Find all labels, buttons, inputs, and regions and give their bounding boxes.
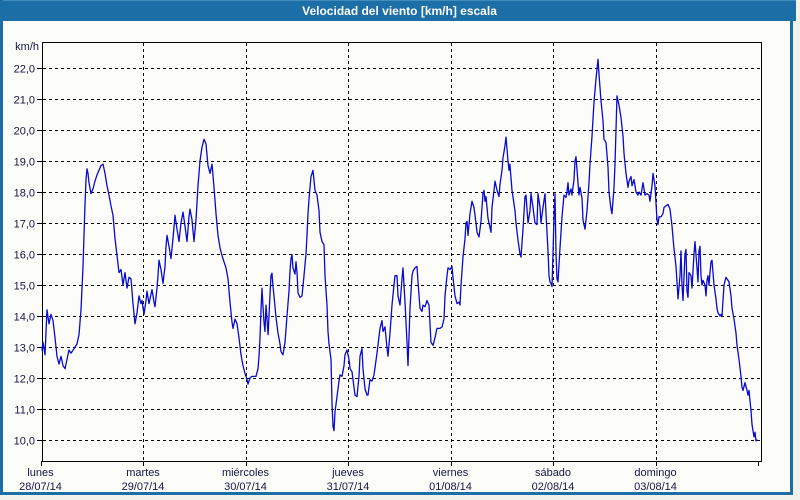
day-date-label: 01/08/14: [429, 481, 472, 493]
svg-text:22,0: 22,0: [14, 64, 35, 76]
svg-text:12,0: 12,0: [14, 374, 35, 386]
day-date-label: 30/07/14: [224, 481, 267, 493]
day-name-label: martes: [126, 467, 160, 479]
chart-title: Velocidad del viento [km/h] escala: [302, 4, 497, 18]
y-gridlines-and-labels: 22,0 21,0 20,0 19,0 18,0 17,0 16,0 15,0 14,0 13,0…: [14, 64, 761, 448]
svg-text:19,0: 19,0: [14, 157, 35, 169]
day-name-label: sábado: [535, 467, 571, 479]
day-date-label: 03/08/14: [634, 481, 677, 493]
plot-border: [42, 42, 762, 462]
svg-text:18,0: 18,0: [14, 188, 35, 200]
day-name-label: miércoles: [222, 467, 270, 479]
window-titlebar: Velocidad del viento [km/h] escala: [3, 0, 796, 21]
svg-text:20,0: 20,0: [14, 126, 35, 138]
svg-text:16,0: 16,0: [14, 250, 35, 262]
day-name-label: viernes: [433, 467, 469, 479]
day-name-label: lunes: [27, 467, 54, 479]
day-name-label: jueves: [331, 467, 364, 479]
day-date-label: 29/07/14: [122, 481, 165, 493]
day-name-label: domingo: [634, 467, 676, 479]
svg-text:15,0: 15,0: [14, 281, 35, 293]
svg-text:10,0: 10,0: [14, 436, 35, 448]
wind-speed-line: [41, 58, 758, 442]
x-axis-labels: lunes 28/07/14 martes 29/07/14 miércoles 30/0…: [19, 461, 759, 493]
y-axis-unit-label: km/h: [15, 41, 39, 53]
svg-text:11,0: 11,0: [14, 405, 35, 417]
svg-text:21,0: 21,0: [14, 95, 35, 107]
svg-text:17,0: 17,0: [14, 219, 35, 231]
day-date-label: 31/07/14: [327, 481, 370, 493]
svg-text:13,0: 13,0: [14, 343, 35, 355]
day-date-label: 28/07/14: [19, 481, 62, 493]
svg-text:14,0: 14,0: [14, 312, 35, 324]
day-date-label: 02/08/14: [532, 481, 575, 493]
